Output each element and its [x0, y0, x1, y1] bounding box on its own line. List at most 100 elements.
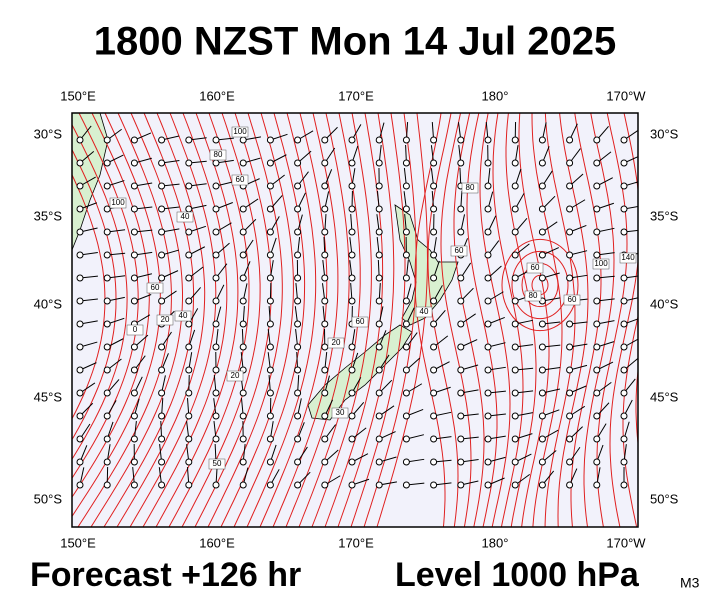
station — [431, 390, 437, 396]
latitude-label-left: 35°S — [34, 208, 63, 223]
station — [267, 275, 273, 281]
station — [458, 206, 464, 212]
station — [458, 390, 464, 396]
station — [621, 206, 627, 212]
contour-label: 100 — [111, 198, 125, 207]
station — [240, 206, 246, 212]
station — [621, 321, 627, 327]
station — [213, 436, 219, 442]
station — [376, 390, 382, 396]
station — [349, 390, 355, 396]
station — [213, 160, 219, 166]
station — [267, 160, 273, 166]
station — [159, 252, 165, 258]
station — [186, 252, 192, 258]
station — [485, 160, 491, 166]
station — [295, 275, 301, 281]
station — [186, 298, 192, 304]
station — [131, 160, 137, 166]
station — [431, 252, 437, 258]
station — [267, 459, 273, 465]
station — [213, 482, 219, 488]
contour-label: 60 — [151, 283, 160, 292]
station — [485, 367, 491, 373]
station — [104, 252, 110, 258]
station — [376, 275, 382, 281]
station — [431, 367, 437, 373]
station — [213, 413, 219, 419]
station — [567, 137, 573, 143]
station — [186, 482, 192, 488]
station — [567, 436, 573, 442]
station — [240, 482, 246, 488]
station — [403, 160, 409, 166]
station — [159, 298, 165, 304]
station — [458, 436, 464, 442]
station — [349, 459, 355, 465]
station — [458, 459, 464, 465]
station — [512, 436, 518, 442]
station — [77, 229, 83, 235]
station — [376, 459, 382, 465]
longitude-label-top: 150°E — [60, 88, 96, 103]
contour-label: 60 — [356, 317, 365, 326]
contour-label: 20 — [231, 371, 240, 380]
station — [567, 206, 573, 212]
station — [431, 229, 437, 235]
station — [267, 298, 273, 304]
station — [512, 459, 518, 465]
station — [621, 390, 627, 396]
station — [240, 137, 246, 143]
station — [431, 482, 437, 488]
station — [594, 252, 600, 258]
station — [77, 183, 83, 189]
station — [159, 229, 165, 235]
station — [567, 321, 573, 327]
latitude-label-right: 30°S — [650, 126, 679, 141]
contour-label: 60 — [568, 295, 577, 304]
station — [322, 137, 328, 143]
station — [77, 275, 83, 281]
station — [594, 160, 600, 166]
station — [104, 367, 110, 373]
station — [485, 321, 491, 327]
station — [295, 321, 301, 327]
station — [240, 390, 246, 396]
contour-label: 100 — [233, 127, 247, 136]
station — [403, 413, 409, 419]
station — [376, 252, 382, 258]
station — [594, 344, 600, 350]
station — [431, 137, 437, 143]
latitude-label-left: 45°S — [34, 389, 63, 404]
station — [431, 275, 437, 281]
station — [159, 275, 165, 281]
station — [159, 344, 165, 350]
station — [431, 183, 437, 189]
station — [267, 183, 273, 189]
station — [131, 252, 137, 258]
station — [267, 137, 273, 143]
station — [594, 413, 600, 419]
station — [186, 413, 192, 419]
station — [77, 436, 83, 442]
station — [267, 344, 273, 350]
station — [594, 390, 600, 396]
station — [539, 183, 545, 189]
station — [539, 344, 545, 350]
station — [322, 183, 328, 189]
station — [131, 436, 137, 442]
station — [186, 436, 192, 442]
station — [322, 321, 328, 327]
station — [295, 206, 301, 212]
station — [240, 229, 246, 235]
station — [512, 160, 518, 166]
station — [131, 459, 137, 465]
station — [512, 206, 518, 212]
contour-label: 20 — [161, 315, 170, 324]
station — [512, 367, 518, 373]
longitude-label-top: 160°E — [199, 88, 235, 103]
station — [349, 298, 355, 304]
station — [512, 275, 518, 281]
station — [349, 436, 355, 442]
station — [213, 275, 219, 281]
